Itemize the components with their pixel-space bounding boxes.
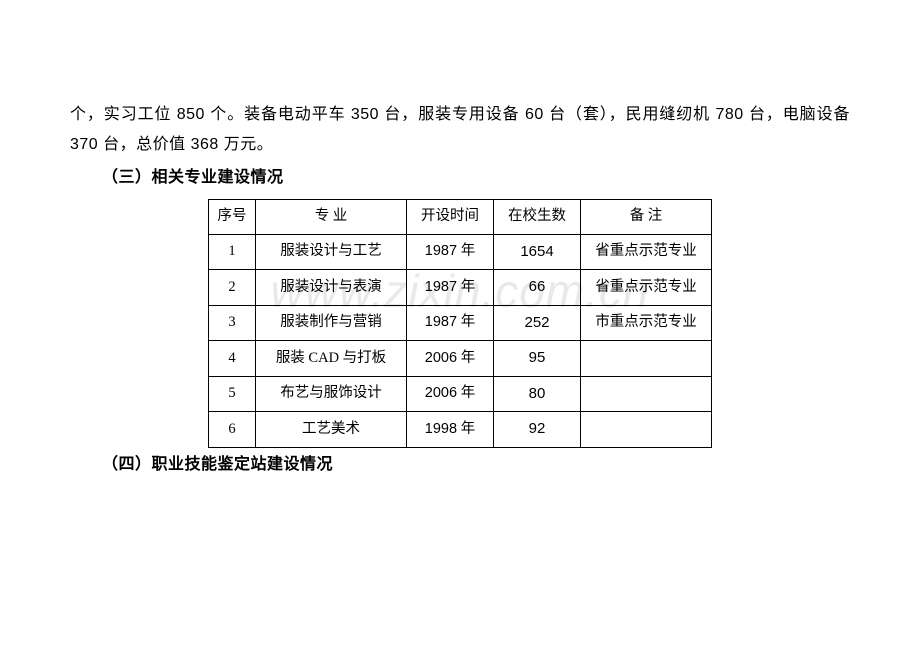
para-num: 368	[186, 136, 224, 153]
table-row: 3 服装制作与营销 1987 年 252 市重点示范专业	[209, 305, 712, 341]
cell-major: 服装制作与营销	[256, 305, 407, 341]
table-row: 2 服装设计与表演 1987 年 66 省重点示范专业	[209, 270, 712, 306]
year-suffix: 年	[457, 243, 475, 259]
para-num: 60	[520, 106, 550, 123]
year-suffix: 年	[457, 385, 475, 401]
majors-table-wrap: 序号 专 业 开设时间 在校生数 备 注 1 服装设计与工艺 1987 年 16…	[70, 199, 850, 448]
para-num: 350	[346, 106, 385, 123]
cell-note	[581, 412, 712, 448]
section-heading-4: （四）职业技能鉴定站建设情况	[70, 450, 850, 480]
cell-note: 市重点示范专业	[581, 305, 712, 341]
table-row: 6 工艺美术 1998 年 92	[209, 412, 712, 448]
cell-note: 省重点示范专业	[581, 234, 712, 270]
cell-idx: 3	[209, 305, 256, 341]
intro-paragraph: 个，实习工位 850 个。装备电动平车 350 台，服装专用设备 60 台（套）…	[70, 100, 850, 161]
year-num: 1987	[425, 243, 457, 259]
cell-idx: 6	[209, 412, 256, 448]
th-year: 开设时间	[407, 200, 494, 235]
year-num: 2006	[425, 385, 457, 401]
year-num: 1987	[425, 314, 457, 330]
para-num: 850	[171, 106, 210, 123]
cell-idx: 1	[209, 234, 256, 270]
para-text: 台（套），民用缝纫机	[549, 106, 710, 123]
para-text: 台，电脑设备	[749, 106, 850, 123]
para-text: 个。装备电动平车	[210, 106, 345, 123]
cell-year: 2006 年	[407, 341, 494, 377]
para-num: 780	[710, 106, 749, 123]
section-heading-3: （三）相关专业建设情况	[70, 163, 850, 193]
page-content: 个，实习工位 850 个。装备电动平车 350 台，服装专用设备 60 台（套）…	[0, 0, 920, 480]
cell-year: 1998 年	[407, 412, 494, 448]
table-body: 1 服装设计与工艺 1987 年 1654 省重点示范专业 2 服装设计与表演 …	[209, 234, 712, 447]
year-suffix: 年	[457, 279, 475, 295]
th-idx: 序号	[209, 200, 256, 235]
cell-major: 工艺美术	[256, 412, 407, 448]
cell-idx: 4	[209, 341, 256, 377]
table-header-row: 序号 专 业 开设时间 在校生数 备 注	[209, 200, 712, 235]
cell-count: 80	[494, 376, 581, 412]
cell-year: 2006 年	[407, 376, 494, 412]
cell-note: 省重点示范专业	[581, 270, 712, 306]
cell-note	[581, 341, 712, 377]
table-row: 4 服装 CAD 与打板 2006 年 95	[209, 341, 712, 377]
cell-major: 服装设计与工艺	[256, 234, 407, 270]
cell-year: 1987 年	[407, 305, 494, 341]
cell-year: 1987 年	[407, 270, 494, 306]
year-suffix: 年	[457, 314, 475, 330]
th-count: 在校生数	[494, 200, 581, 235]
table-row: 5 布艺与服饰设计 2006 年 80	[209, 376, 712, 412]
cell-year: 1987 年	[407, 234, 494, 270]
th-note: 备 注	[581, 200, 712, 235]
para-text: 台，总价值	[103, 136, 186, 153]
cell-major: 服装设计与表演	[256, 270, 407, 306]
para-text: 台，服装专用设备	[384, 106, 519, 123]
cell-count: 66	[494, 270, 581, 306]
cell-note	[581, 376, 712, 412]
para-text: 个，实习工位	[70, 106, 171, 123]
year-num: 2006	[425, 350, 457, 366]
majors-table: 序号 专 业 开设时间 在校生数 备 注 1 服装设计与工艺 1987 年 16…	[208, 199, 712, 448]
para-text: 万元。	[224, 136, 274, 153]
para-num: 370	[70, 136, 103, 153]
year-num: 1998	[425, 421, 457, 437]
cell-count: 252	[494, 305, 581, 341]
th-major: 专 业	[256, 200, 407, 235]
table-row: 1 服装设计与工艺 1987 年 1654 省重点示范专业	[209, 234, 712, 270]
cell-count: 95	[494, 341, 581, 377]
cell-idx: 2	[209, 270, 256, 306]
cell-idx: 5	[209, 376, 256, 412]
cell-major: 布艺与服饰设计	[256, 376, 407, 412]
year-suffix: 年	[457, 421, 475, 437]
year-num: 1987	[425, 279, 457, 295]
cell-major: 服装 CAD 与打板	[256, 341, 407, 377]
year-suffix: 年	[457, 350, 475, 366]
cell-count: 92	[494, 412, 581, 448]
cell-count: 1654	[494, 234, 581, 270]
